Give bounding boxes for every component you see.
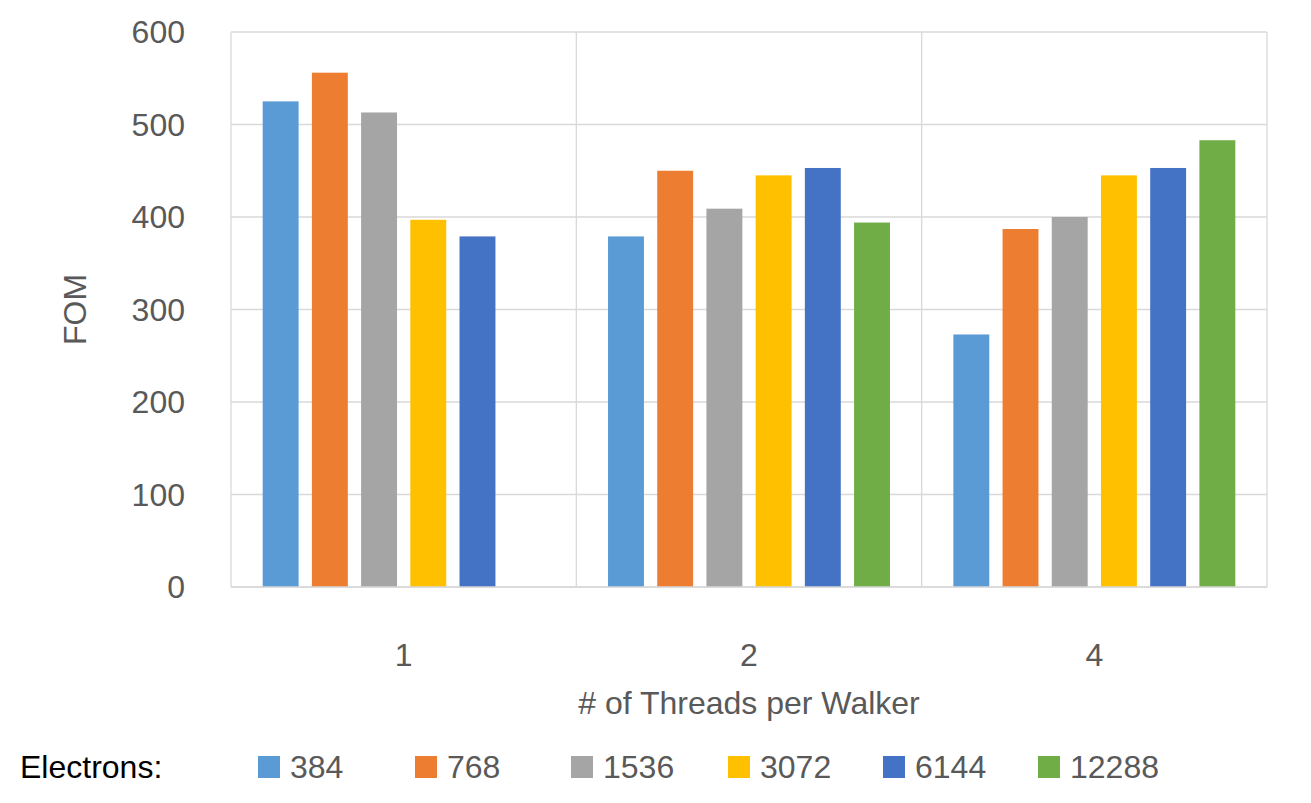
- y-tick-label: 500: [132, 107, 185, 143]
- bar: [1199, 140, 1235, 587]
- grid-line: [231, 31, 1267, 32]
- legend-swatch: [258, 756, 280, 778]
- grid-line: [231, 586, 1267, 587]
- legend-swatch: [571, 756, 593, 778]
- bar: [263, 101, 299, 587]
- x-tick-label: 4: [1085, 637, 1103, 673]
- bar: [953, 334, 989, 587]
- chart: 0 100 200 300 400 500 600 1 2 4 # of Threads per W…: [0, 0, 1311, 803]
- legend-title: Electrons:: [20, 749, 162, 785]
- category-divider: [921, 32, 922, 587]
- x-tick-label: 1: [395, 637, 413, 673]
- bar: [410, 220, 446, 587]
- legend-swatch: [415, 756, 437, 778]
- x-axis-title: # of Threads per Walker: [578, 685, 920, 721]
- category-divider: [230, 32, 231, 587]
- y-tick-label: 0: [167, 569, 185, 605]
- bar: [756, 175, 792, 587]
- x-tick-label: 2: [740, 637, 758, 673]
- category-divider: [1266, 32, 1267, 587]
- bar: [312, 73, 348, 587]
- bars: [263, 73, 1236, 587]
- legend-label: 384: [290, 749, 343, 785]
- legend-label: 1536: [603, 749, 674, 785]
- bar: [657, 171, 693, 587]
- bar: [460, 236, 496, 587]
- bar: [854, 223, 890, 587]
- y-tick-label: 600: [132, 14, 185, 50]
- legend-label: 768: [447, 749, 500, 785]
- bar: [1052, 217, 1088, 587]
- legend-label: 12288: [1070, 749, 1159, 785]
- y-tick-label: 400: [132, 199, 185, 235]
- bar: [1150, 168, 1186, 587]
- legend-label: 6144: [915, 749, 986, 785]
- bar: [361, 112, 397, 587]
- bar: [706, 209, 742, 587]
- category-divider: [576, 32, 577, 587]
- legend-label: 3072: [760, 749, 831, 785]
- bar: [805, 168, 841, 587]
- bar: [1003, 229, 1039, 587]
- y-tick-label: 300: [132, 292, 185, 328]
- y-axis-title: FOM: [57, 274, 93, 345]
- legend-swatch: [883, 756, 905, 778]
- legend-swatch: [728, 756, 750, 778]
- legend-swatch: [1038, 756, 1060, 778]
- bar: [608, 236, 644, 587]
- y-tick-label: 100: [132, 477, 185, 513]
- x-axis: [231, 586, 1267, 587]
- y-tick-label: 200: [132, 384, 185, 420]
- bar: [1101, 175, 1137, 587]
